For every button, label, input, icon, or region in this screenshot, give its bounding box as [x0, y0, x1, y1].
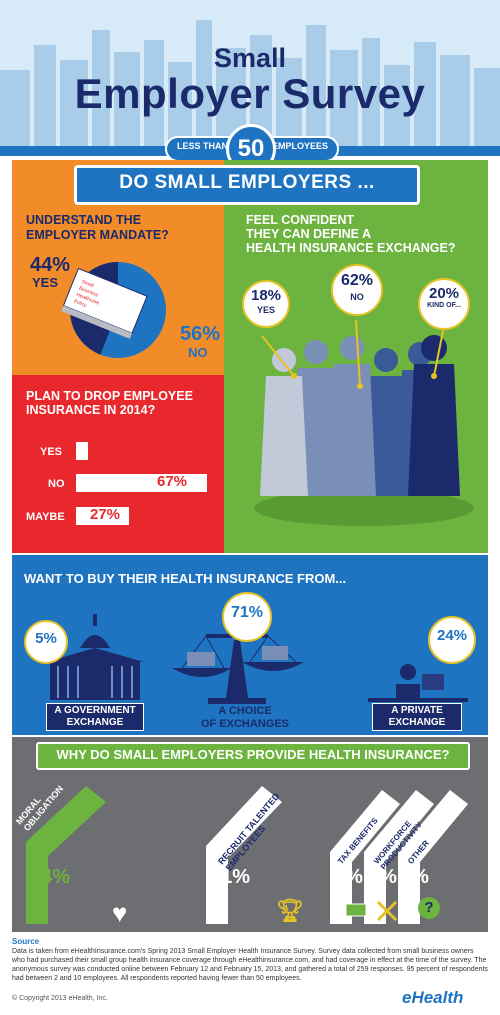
- kind-of-bubble-value: 20%: [428, 285, 460, 302]
- book-title-4: Policy: [73, 298, 88, 309]
- government-building-icon: [46, 614, 144, 700]
- mandate-yes-value: 44%: [30, 254, 71, 276]
- title-line-1: Small: [213, 43, 287, 73]
- mandate-no-value: 56%: [180, 323, 221, 345]
- kind-of-bubble: [418, 278, 470, 330]
- policy-book-icon: Small Business Healthcare Policy: [61, 267, 148, 339]
- government-label-1: A GOVERNMENT: [54, 705, 136, 716]
- exchange-title-2: THEY CAN DEFINE A: [246, 227, 372, 241]
- no-bubble: [331, 264, 383, 316]
- private-label-1: A PRIVATE: [391, 705, 443, 716]
- yes-bubble-value: 18%: [250, 287, 282, 304]
- drop-no-value: 67%: [157, 473, 188, 490]
- source-text: Data is taken from eHealthInsurance.com'…: [12, 948, 488, 982]
- copyright: © Copyright 2013 eHealth, Inc.: [12, 995, 108, 1002]
- drop-no-label: NO: [48, 478, 65, 490]
- trophy-icon: 🏆︎: [276, 898, 304, 923]
- drop-title-1: PLAN TO DROP EMPLOYEE: [26, 389, 193, 403]
- heart-icon: ♥: [112, 898, 128, 928]
- reason-productivity-value: 8%: [368, 866, 397, 888]
- exchange-title-3: HEALTH INSURANCE EXCHANGE?: [246, 241, 456, 255]
- pill-right-text: EMPLOYEES: [272, 141, 329, 151]
- mandate-no-label: NO: [188, 345, 208, 360]
- private-label-box: [372, 703, 462, 731]
- private-bubble: [428, 616, 476, 664]
- ehealth-logo: eHealth: [402, 988, 464, 1007]
- question-icon: ?: [418, 897, 440, 919]
- source-heading: Source: [12, 937, 40, 946]
- money-icon: [345, 903, 367, 917]
- money-tools-icons: [345, 900, 398, 922]
- book-title-1: Small: [81, 279, 95, 289]
- yes-bubble: [242, 280, 290, 328]
- drop-title-2: INSURANCE IN 2014?: [26, 403, 156, 417]
- people-silhouettes-image: [254, 319, 474, 526]
- buy-title: WANT TO BUY THEIR HEALTH INSURANCE FROM.…: [24, 571, 347, 586]
- government-value: 5%: [35, 630, 57, 647]
- mandate-title-2: EMPLOYER MANDATE?: [26, 228, 169, 242]
- drop-yes-value: 6%: [94, 441, 116, 458]
- yes-bubble-label: YES: [256, 305, 275, 315]
- drop-yes-bar: [76, 442, 88, 460]
- pill-left-text: LESS THAN: [176, 141, 228, 151]
- government-label-box: [46, 703, 144, 731]
- exchange-title-1: FEEL CONFIDENT: [246, 213, 355, 227]
- question-banner-text: DO SMALL EMPLOYERS ...: [119, 172, 375, 193]
- choice-label-2: OF EXCHANGES: [200, 718, 289, 730]
- reason-moral-value: 44%: [30, 866, 71, 888]
- choice-value: 71%: [230, 604, 264, 621]
- mandate-pie-chart: Small Business Healthcare Policy: [61, 262, 166, 358]
- reason-other-value: 9%: [400, 866, 429, 888]
- government-bubble: [24, 620, 68, 664]
- drop-maybe-value: 27%: [90, 506, 121, 523]
- choice-bubble: [222, 592, 272, 642]
- drop-maybe-bar: [76, 507, 129, 525]
- no-bubble-value: 62%: [340, 272, 374, 289]
- exchange-illustrations: [46, 614, 468, 704]
- mandate-title-1: UNDERSTAND THE: [26, 213, 142, 227]
- drop-no-bar: [76, 474, 207, 492]
- why-banner: [36, 742, 470, 770]
- reason-tax-value: 8%: [334, 866, 363, 888]
- kind-of-bubble-label: KIND OF...: [427, 302, 461, 309]
- choice-label-1: A CHOICE: [218, 705, 272, 717]
- why-arrows: [26, 786, 468, 924]
- drop-maybe-label: MAYBE: [26, 511, 65, 523]
- private-value: 24%: [436, 627, 468, 644]
- why-title: WHY DO SMALL EMPLOYERS PROVIDE HEALTH IN…: [56, 747, 450, 762]
- drop-yes-label: YES: [40, 446, 63, 458]
- title-line-2: Employer Survey: [74, 70, 426, 117]
- government-label-2: EXCHANGE: [66, 717, 124, 728]
- reason-recruit-value: 31%: [210, 866, 251, 888]
- private-label-2: EXCHANGE: [388, 717, 446, 728]
- office-worker-icon: [368, 664, 468, 702]
- mandate-yes-label: YES: [32, 275, 59, 290]
- no-bubble-label: NO: [350, 292, 364, 302]
- question-banner: [74, 165, 420, 205]
